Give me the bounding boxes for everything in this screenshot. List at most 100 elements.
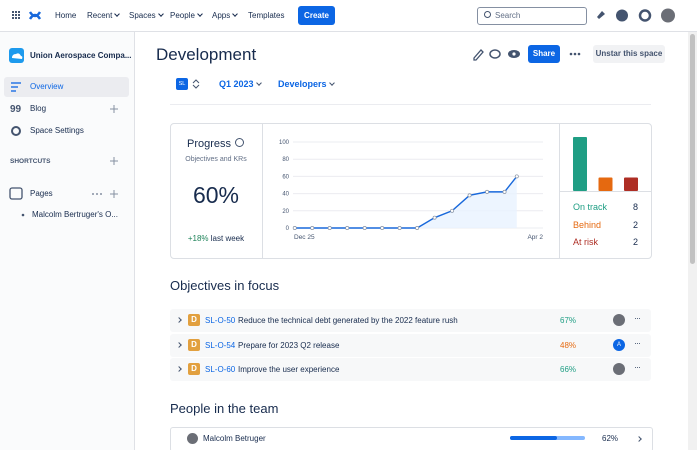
point — [432, 215, 437, 220]
progress-change: +18% last week — [170, 234, 262, 244]
person-row[interactable] — [170, 427, 653, 450]
space-icon — [9, 48, 24, 63]
nav-item[interactable]: Apps — [212, 11, 239, 21]
nav-item[interactable]: Templates — [248, 11, 285, 20]
card-divider — [262, 124, 263, 258]
owner-avatar: A — [613, 338, 625, 351]
point — [362, 226, 367, 230]
point — [380, 226, 385, 230]
create-button[interactable]: Create — [298, 6, 335, 25]
objective-progress: 67% — [560, 316, 577, 325]
sidebar-item[interactable]: Overview — [30, 82, 64, 91]
nav-label: People — [170, 11, 195, 20]
objective-row[interactable] — [170, 358, 651, 381]
progress-card — [170, 123, 652, 259]
objective-name: Improve the user experience — [238, 365, 340, 374]
objective-name: Prepare for 2023 Q2 release — [238, 340, 340, 350]
progress-title-text: Progress — [187, 138, 232, 150]
person-avatar — [187, 433, 198, 444]
section-title: People in the team — [170, 401, 279, 416]
point — [345, 226, 350, 230]
objective-icon: D — [188, 338, 200, 351]
selected-row — [4, 77, 129, 97]
share-button[interactable]: Share — [528, 45, 560, 63]
more-button[interactable]: ··· — [634, 313, 641, 323]
status-label: On track — [573, 202, 608, 212]
status-label: Behind — [573, 219, 602, 230]
nav-item[interactable]: People — [170, 11, 203, 21]
x-tick-label: Apr 2 — [527, 234, 543, 241]
status-count: 8 — [632, 202, 638, 212]
progress-subtitle: Objectives and KRs — [185, 156, 247, 163]
sidebar-item[interactable]: Pages — [30, 189, 53, 198]
status-count: 2 — [632, 237, 638, 247]
area — [294, 176, 517, 228]
status-label: At risk — [573, 237, 599, 247]
change-value: +18% — [187, 234, 209, 243]
status-count: 2 — [632, 219, 638, 230]
search-box[interactable]: Search — [477, 7, 587, 25]
progress-title: Progress — [187, 138, 245, 150]
objective-row[interactable] — [170, 309, 651, 332]
more-button[interactable]: ··· — [634, 337, 641, 348]
status-divider — [560, 191, 651, 192]
nav-label: Apps — [212, 11, 231, 20]
point — [502, 189, 507, 194]
point — [485, 189, 490, 194]
team-label: Developers — [278, 79, 327, 89]
team-avatar[interactable]: SL — [176, 78, 188, 90]
nav-item[interactable]: Home — [55, 11, 77, 20]
more-button[interactable]: ··· — [634, 362, 641, 372]
owner-avatar — [613, 314, 625, 326]
quarter-filter[interactable]: Q1 2023 — [219, 79, 262, 89]
y-tick-label: 60 — [282, 174, 289, 180]
line — [294, 175, 518, 229]
status-chart — [573, 137, 638, 191]
top-nav — [0, 0, 697, 32]
progress-fill — [510, 436, 557, 440]
nav-item[interactable]: Spaces — [129, 11, 164, 21]
point — [310, 226, 315, 230]
quarter-label: Q1 2023 — [219, 79, 254, 89]
search-placeholder: Search — [495, 11, 521, 20]
change-note: last week — [210, 234, 245, 243]
nav-item[interactable]: Recent — [87, 11, 121, 21]
header-icons — [473, 49, 581, 61]
objective-key[interactable]: SL-O-60 — [205, 365, 236, 374]
objective-row[interactable] — [170, 333, 651, 357]
point — [514, 174, 519, 179]
y-tick-label: 40 — [282, 192, 289, 198]
objective-progress: 48% — [560, 340, 577, 350]
objective-icon: D — [188, 363, 200, 375]
objective-key[interactable]: SL-O-50 — [205, 316, 236, 325]
sidebar-item[interactable]: Space Settings — [30, 126, 84, 135]
nav-label: Recent — [87, 11, 113, 20]
y-tick-label: 0 — [286, 226, 290, 232]
point — [415, 226, 420, 230]
sort-icon — [192, 79, 200, 89]
point — [397, 226, 402, 230]
card-divider — [559, 124, 560, 258]
objective-key[interactable]: SL-O-54 — [205, 340, 236, 350]
page-title: Development — [156, 45, 257, 64]
bar — [624, 177, 638, 191]
svg-text:99: 99 — [10, 104, 22, 115]
scrollbar[interactable] — [688, 32, 697, 450]
y-tick-label: 100 — [279, 140, 290, 146]
bar — [573, 137, 587, 191]
space-name[interactable]: Union Aerospace Compa... — [30, 51, 132, 60]
page-tree-item[interactable]: Malcolm Bertruger's O... — [32, 210, 118, 219]
objective-progress: 66% — [560, 365, 577, 374]
unstar-button[interactable]: Unstar this space — [593, 45, 665, 63]
team-filter[interactable]: Developers — [278, 79, 335, 89]
sidebar-item[interactable]: Blog — [30, 104, 47, 113]
y-tick-label: 20 — [282, 209, 289, 215]
progress-chart: 0 20 40 60 80 100 Dec 25 Apr 2 — [279, 140, 543, 241]
sidebar — [0, 32, 135, 450]
point — [292, 226, 297, 230]
objective-name: Reduce the technical debt generated by t… — [238, 316, 458, 325]
point — [467, 193, 472, 198]
nav-icons — [12, 8, 675, 23]
objective-icon: D — [188, 314, 200, 326]
